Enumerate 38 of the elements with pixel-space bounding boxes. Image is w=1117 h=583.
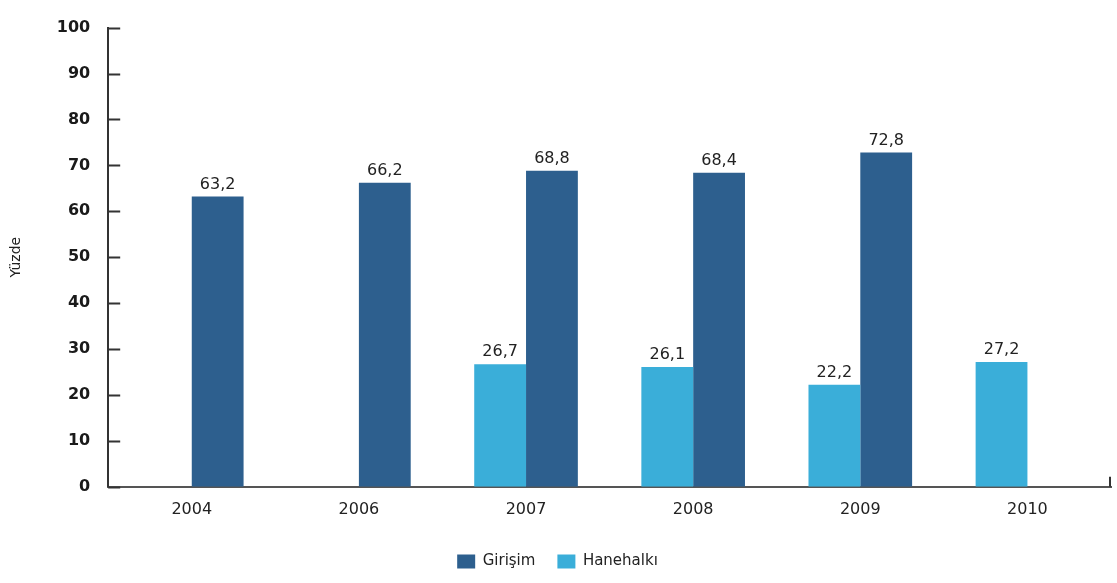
y-tick-label: 100 <box>56 16 91 36</box>
data-label: 66,2 <box>366 159 403 179</box>
y-tick-label: 30 <box>67 338 91 358</box>
bar <box>474 364 527 487</box>
data-label: 26,7 <box>482 341 518 361</box>
legend-label: Hanehalkı <box>582 551 658 570</box>
x-tick-label: 2009 <box>839 498 881 518</box>
legend-label: Girişim <box>482 551 536 570</box>
x-tick-label: 2004 <box>171 498 213 518</box>
y-tick-label: 60 <box>67 200 91 220</box>
y-tick-label: 10 <box>67 430 91 450</box>
y-tick-label: 20 <box>67 384 91 404</box>
y-tick-label: 90 <box>67 62 91 82</box>
x-tick-label: 2010 <box>1007 498 1048 518</box>
bar <box>693 172 745 487</box>
data-label: 72,8 <box>868 129 905 149</box>
bar <box>191 196 244 487</box>
bar <box>358 182 411 487</box>
x-tick-label: 2008 <box>672 498 714 518</box>
y-tick-label: 40 <box>67 292 91 312</box>
data-label: 63,2 <box>199 173 236 193</box>
bar <box>641 366 694 487</box>
bar <box>526 170 578 487</box>
y-tick-label: 70 <box>67 154 91 174</box>
bar <box>808 384 861 487</box>
x-tick-label: 2007 <box>505 498 547 518</box>
bar <box>860 152 913 487</box>
y-axis-title: Yüzde <box>7 236 24 279</box>
data-label: 27,2 <box>983 339 1020 359</box>
data-label: 26,1 <box>649 344 686 364</box>
bar <box>975 361 1028 487</box>
y-tick-label: 80 <box>67 108 91 128</box>
data-label: 68,4 <box>701 149 737 169</box>
data-label: 22,2 <box>816 362 853 382</box>
y-tick-label: 0 <box>79 475 91 495</box>
x-tick-label: 2006 <box>338 498 380 518</box>
data-label: 68,8 <box>534 148 570 168</box>
y-tick-label: 50 <box>67 246 91 266</box>
